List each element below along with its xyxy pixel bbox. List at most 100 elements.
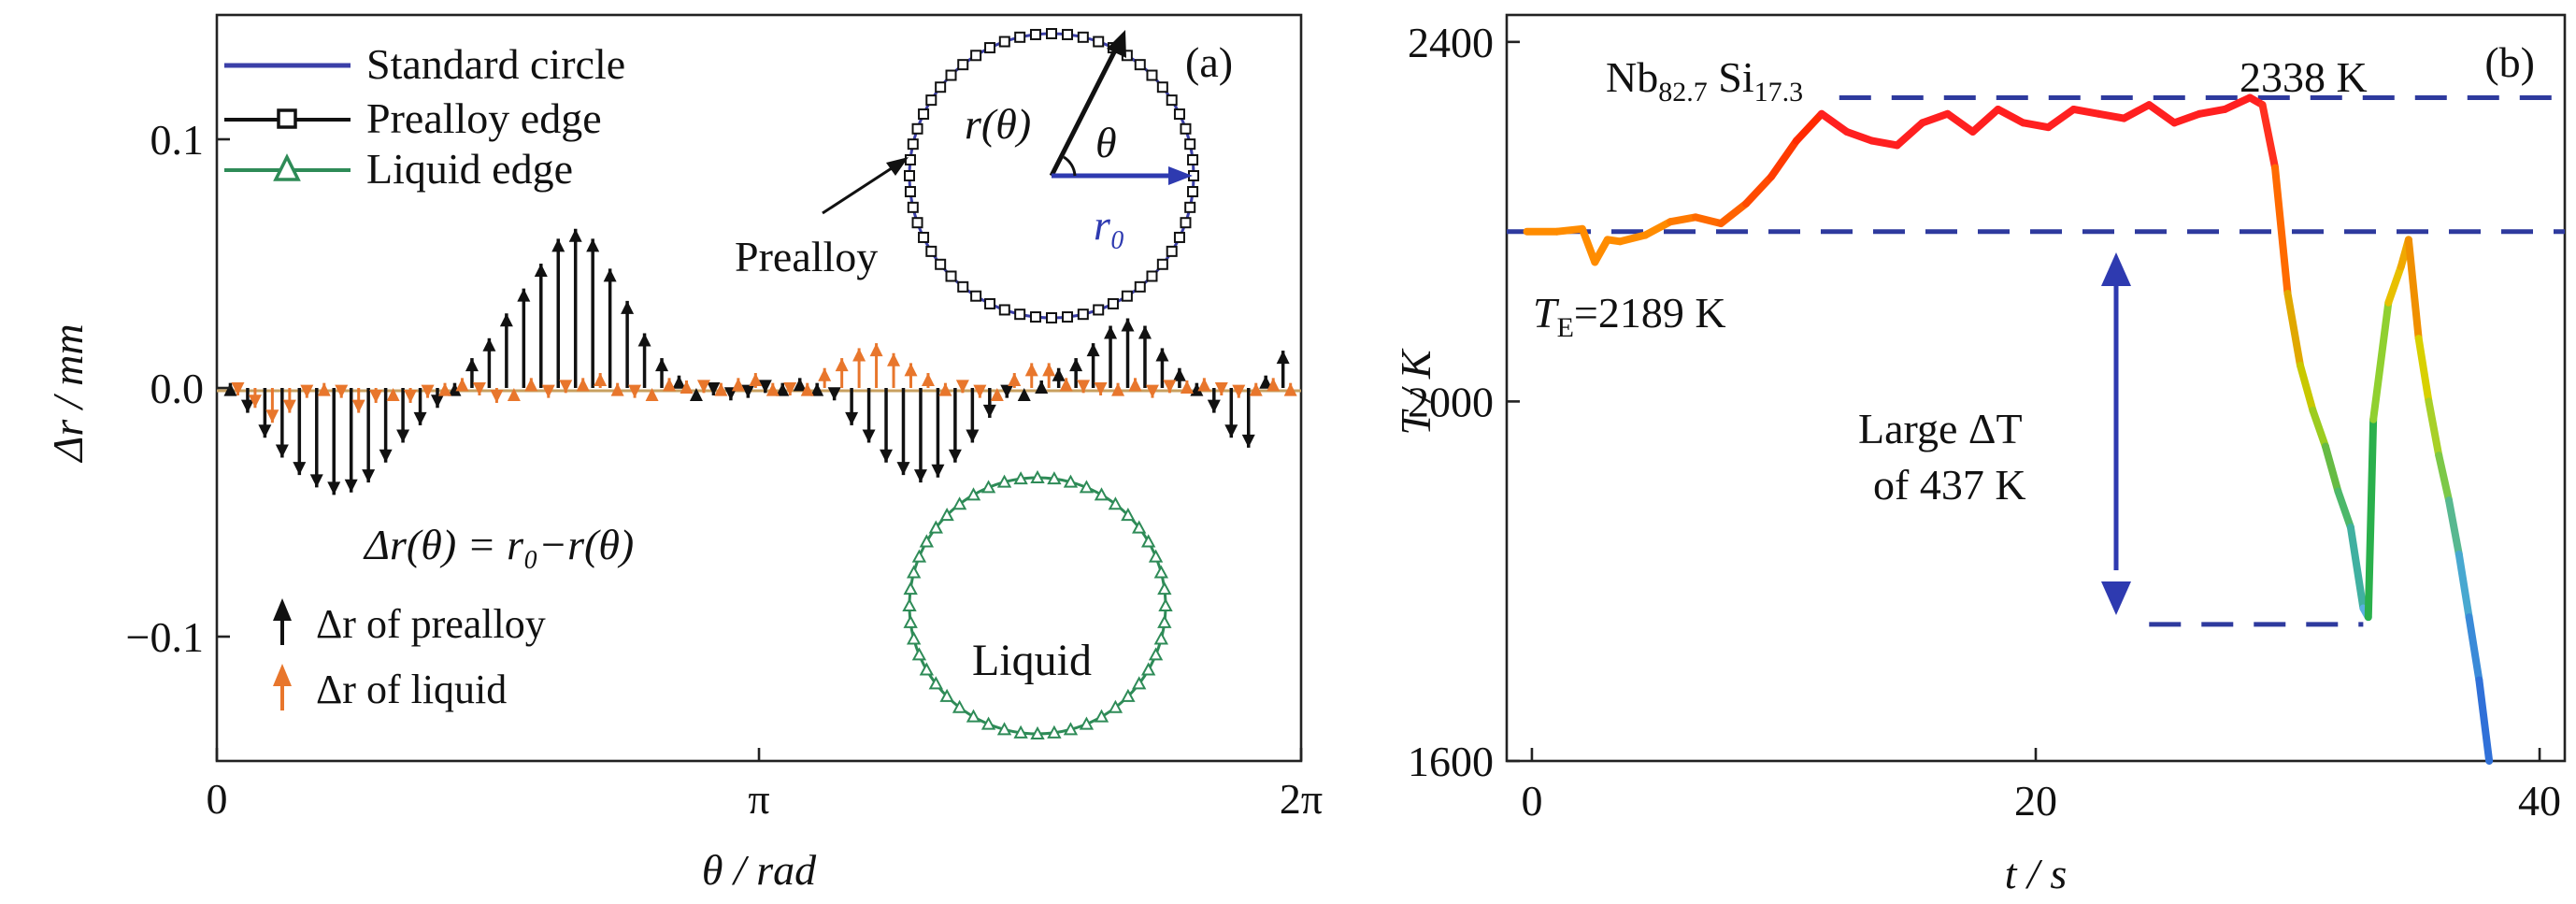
triangle-marker-icon	[996, 474, 1012, 488]
delta-r-arrowhead-icon	[758, 380, 772, 394]
square-marker-icon	[935, 258, 947, 270]
delta-r-arrowhead-icon	[541, 384, 555, 398]
square-marker-icon	[1121, 290, 1133, 302]
delta-r-arrowhead-icon	[524, 378, 538, 392]
delta-r-arrowhead-icon	[1121, 318, 1135, 332]
x-tick-label-b: 0	[1521, 777, 1542, 825]
delta-r-arrowhead-icon	[482, 337, 496, 352]
delta-r-arrowhead-icon	[1190, 382, 1204, 396]
delta-r-arrowhead-icon	[887, 352, 901, 366]
x-tick-label-a: 2π	[1280, 775, 1323, 823]
triangle-marker-icon	[1148, 549, 1164, 563]
temperature-segment	[2404, 236, 2423, 343]
x-tick-label-a: π	[748, 775, 769, 823]
delta-r-arrowhead-icon	[862, 429, 876, 443]
square-marker-icon	[1029, 28, 1041, 40]
undercooling-arrow-up-icon	[2101, 252, 2131, 286]
undercooling-arrow	[2101, 252, 2131, 615]
square-marker-icon	[1062, 28, 1074, 40]
temperature-segment	[1692, 213, 1725, 228]
temperature-segment	[2069, 105, 2103, 118]
square-marker-icon	[1187, 186, 1199, 198]
triangle-marker-icon	[1013, 471, 1028, 485]
square-marker-icon	[998, 36, 1010, 48]
square-marker-icon	[970, 290, 982, 302]
delta-r-arrowhead-icon	[741, 384, 755, 398]
square-marker-icon	[1180, 122, 1192, 135]
square-marker-icon	[1077, 309, 1089, 321]
temperature-segment	[2145, 101, 2179, 127]
delta-r-arrowhead-icon	[413, 411, 427, 425]
delta-r-arrowhead-icon	[990, 388, 1004, 401]
delta-r-arrowhead-icon	[309, 474, 323, 488]
square-marker-icon	[1146, 69, 1158, 81]
square-marker-icon	[1166, 94, 1178, 107]
radius-arrowhead-icon	[1107, 30, 1126, 58]
delta-r-arrowhead-icon	[793, 378, 807, 392]
delta-r-arrowhead-icon	[852, 348, 866, 362]
temperature-segment	[1578, 224, 1599, 266]
inset-theta-label: θ	[1095, 119, 1117, 166]
triangle-marker-icon	[1108, 496, 1123, 510]
delta-r-arrowhead-icon	[594, 373, 608, 387]
temperature-segment	[2120, 101, 2154, 122]
inset-r-theta-label: r(θ)	[965, 100, 1031, 148]
delta-r-arrowhead-icon	[637, 333, 651, 347]
triangle-marker-icon	[1157, 581, 1172, 595]
delta-r-arrowhead-icon	[603, 268, 617, 282]
delta-r-arrowhead-icon	[663, 378, 677, 392]
triangle-marker-icon	[911, 647, 927, 661]
temperature-segment	[2170, 109, 2204, 127]
panel-label-b: (b)	[2484, 38, 2535, 86]
triangle-marker-icon	[1108, 699, 1123, 713]
triangle-marker-icon	[1047, 725, 1062, 739]
temperature-segment	[2369, 298, 2393, 423]
delta-r-arrowhead-icon	[1180, 380, 1194, 395]
square-marker-icon	[1134, 59, 1146, 71]
inset-liquid-circle: Liquid	[902, 469, 1173, 739]
temperature-segment	[2425, 397, 2443, 460]
legend-liquid-label: Liquid edge	[366, 145, 573, 193]
temperature-segment	[2271, 164, 2292, 298]
delta-r-arrowhead-icon	[707, 381, 721, 395]
y-tick-label-b: 1600	[1408, 738, 1494, 785]
triangle-marker-icon	[939, 508, 954, 522]
square-marker-icon	[945, 270, 957, 282]
delta-r-arrowhead-icon	[586, 238, 600, 252]
square-marker-icon	[1107, 297, 1119, 309]
delta-r-arrowhead-icon	[1283, 382, 1297, 396]
temperature-segment	[1893, 119, 1926, 150]
inset-r0-label: r₀	[1094, 201, 1125, 249]
triangle-marker-icon	[1148, 647, 1164, 661]
triangle-marker-icon	[1132, 676, 1147, 690]
panel-label-a: (a)	[1185, 38, 1233, 86]
triangle-marker-icon	[903, 581, 918, 595]
delta-r-arrowhead-icon	[1008, 373, 1022, 387]
delta-r-arrowhead-icon	[1000, 384, 1014, 398]
delta-r-arrowhead-icon	[948, 449, 962, 463]
undercooling-arrow-down-icon	[2101, 581, 2131, 615]
triangle-marker-icon	[928, 676, 943, 690]
temperature-segment	[1717, 199, 1751, 228]
delta-r-arrowhead-icon	[465, 358, 479, 372]
arrow-legend-liquid: Δr of liquid	[273, 664, 507, 712]
delta-r-arrowhead-icon	[1232, 384, 1246, 398]
y-axis-label-a: Δr / mm	[44, 323, 92, 463]
temperature-segment	[1616, 231, 1650, 246]
delta-r-arrowhead-icon	[766, 382, 780, 396]
triangle-marker-icon	[1030, 469, 1045, 483]
triangle-marker-icon	[952, 699, 967, 713]
delta-r-arrowhead-icon	[1035, 380, 1049, 395]
x-axis-label-b: t / s	[2005, 850, 2067, 897]
equation-label: Δr(θ) = r₀−r(θ)	[363, 521, 634, 568]
y-tick-label-b: 2000	[1408, 378, 1494, 425]
delta-r-arrowhead-icon	[680, 380, 694, 395]
temperature-segment	[1767, 136, 1800, 181]
delta-r-arrowhead-icon	[559, 380, 573, 394]
triangle-marker-icon	[1121, 508, 1136, 522]
temperature-segment	[2321, 442, 2342, 495]
triangle-marker-icon	[911, 549, 927, 563]
delta-r-arrowhead-icon	[438, 382, 452, 396]
square-marker-icon	[1180, 217, 1192, 229]
